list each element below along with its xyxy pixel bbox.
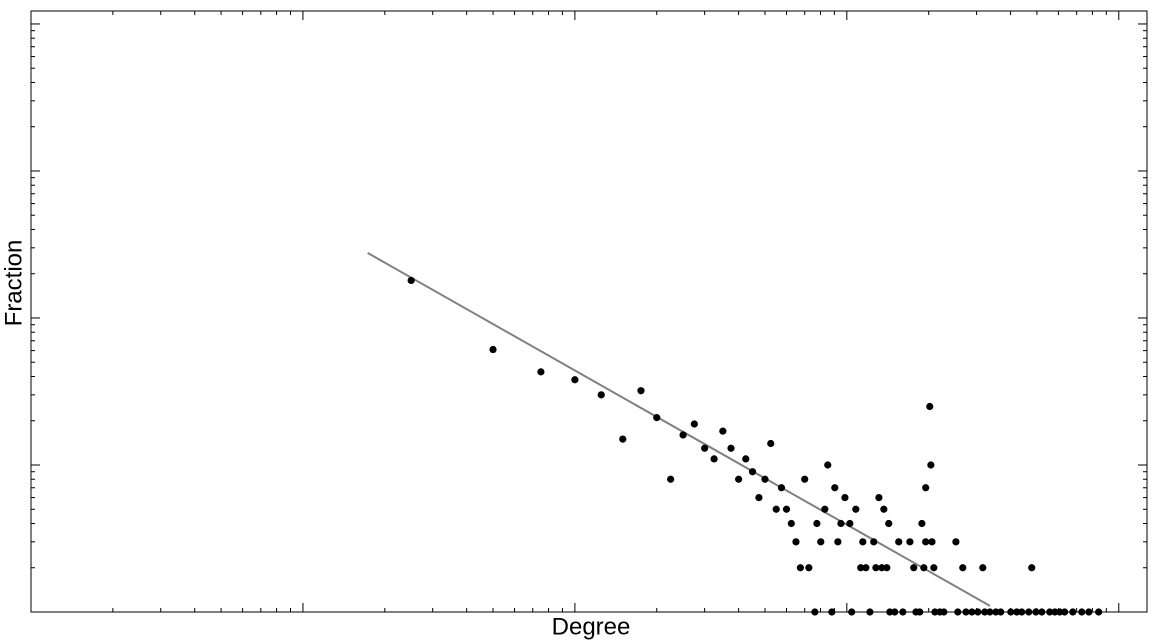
data-point	[926, 402, 934, 411]
data-point	[489, 345, 497, 354]
data-point	[928, 538, 936, 546]
data-point	[782, 505, 791, 513]
data-point	[813, 519, 821, 528]
data-point	[968, 608, 976, 616]
data-point	[899, 608, 907, 616]
data-point	[637, 387, 645, 395]
data-point	[857, 564, 865, 572]
data-point	[931, 608, 939, 616]
data-point	[1028, 564, 1036, 572]
data-point	[979, 564, 987, 572]
data-point	[916, 608, 924, 616]
data-point	[828, 608, 836, 616]
data-point	[719, 427, 727, 435]
data-point	[801, 475, 809, 483]
data-point	[597, 391, 605, 399]
data-point	[653, 414, 661, 422]
data-point	[805, 564, 813, 572]
data-point	[927, 461, 935, 469]
data-point	[841, 494, 849, 502]
data-point	[837, 519, 845, 528]
data-point	[1095, 608, 1103, 616]
data-point	[906, 538, 914, 546]
data-point	[1085, 608, 1093, 616]
data-point	[537, 368, 545, 376]
data-point	[891, 608, 899, 616]
x-axis-label: Degree	[552, 613, 631, 640]
data-point	[952, 538, 960, 546]
data-point	[767, 439, 775, 448]
data-point	[959, 564, 967, 572]
data-point	[727, 444, 735, 452]
data-point	[1007, 608, 1015, 616]
data-point	[787, 519, 795, 528]
data-point	[918, 519, 926, 528]
data-point	[821, 505, 829, 513]
data-point	[1078, 608, 1086, 616]
data-point	[974, 608, 982, 616]
data-point	[792, 538, 800, 546]
data-point	[690, 420, 698, 428]
data-point	[922, 538, 930, 546]
data-point	[954, 608, 962, 616]
data-point	[930, 564, 938, 572]
fit-line	[367, 252, 991, 607]
data-point	[407, 276, 415, 285]
data-point	[1013, 608, 1021, 616]
data-point	[878, 564, 886, 572]
data-point	[920, 564, 928, 572]
data-point	[679, 431, 687, 439]
data-point	[667, 475, 675, 483]
data-point	[986, 608, 994, 616]
data-point	[862, 564, 870, 572]
data-point	[748, 468, 757, 476]
data-point	[895, 538, 903, 546]
data-point	[922, 484, 930, 492]
data-point	[619, 435, 627, 443]
data-point	[710, 455, 718, 463]
data-point	[742, 455, 750, 463]
data-point	[772, 505, 780, 513]
data-point	[885, 519, 893, 528]
data-point	[831, 484, 839, 492]
data-point	[866, 608, 874, 616]
data-point	[701, 444, 709, 452]
data-point	[875, 494, 883, 502]
data-point	[1038, 608, 1046, 616]
data-point	[811, 608, 819, 616]
plot-frame	[30, 10, 1148, 613]
data-point	[997, 608, 1005, 616]
data-point	[852, 505, 860, 513]
data-point	[940, 608, 948, 616]
y-axis-label: Fraction	[0, 240, 27, 327]
data-point	[571, 376, 579, 384]
data-point	[824, 461, 832, 469]
data-point	[755, 494, 763, 502]
data-point	[859, 538, 867, 546]
data-point	[796, 564, 805, 572]
data-point	[880, 505, 888, 513]
data-point	[848, 608, 856, 616]
data-point	[910, 564, 918, 572]
data-point	[761, 475, 769, 483]
data-point	[981, 608, 989, 616]
data-point	[834, 538, 842, 546]
data-point	[1032, 608, 1040, 616]
data-point	[870, 538, 878, 546]
data-point	[1025, 608, 1033, 616]
data-point	[777, 484, 786, 492]
data-point	[735, 475, 743, 483]
data-point	[1046, 608, 1054, 616]
data-point	[846, 519, 854, 528]
data-point	[872, 564, 880, 572]
data-point	[883, 564, 891, 572]
data-point	[1018, 608, 1026, 616]
data-point	[1069, 608, 1077, 616]
data-point	[1061, 608, 1069, 616]
data-point	[817, 538, 825, 546]
data-point	[962, 608, 970, 616]
